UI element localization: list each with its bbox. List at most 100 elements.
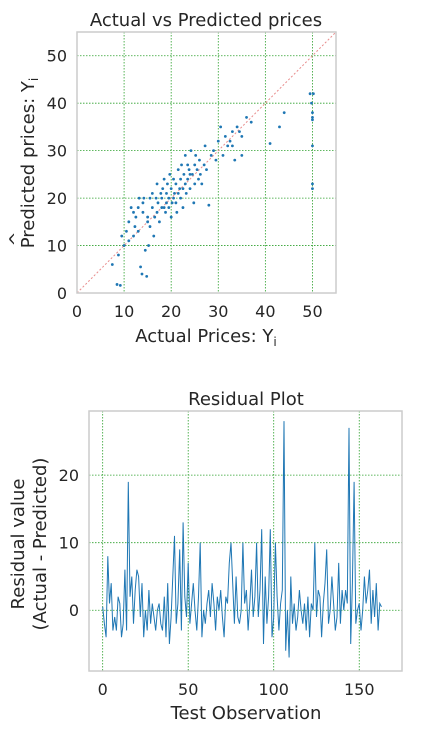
scatter-point	[153, 216, 156, 219]
scatter-point	[116, 283, 119, 286]
scatter-point	[186, 163, 189, 166]
scatter-point	[177, 168, 180, 171]
scatter-point	[186, 178, 189, 181]
scatter-point	[165, 201, 168, 204]
scatter-point	[142, 201, 145, 204]
scatter-point	[182, 173, 185, 176]
residual-chart: Residual Plot 0 50 100 150 0 10 20 Test Obser…	[8, 389, 402, 724]
scatter-point	[222, 154, 225, 157]
scatter-point	[120, 235, 123, 238]
scatter-point	[164, 211, 167, 214]
scatter-x-ticks: 0 10 20 30 40 50	[72, 302, 323, 321]
scatter-point	[146, 220, 149, 223]
scatter-x-tick-label: 50	[302, 302, 322, 321]
scatter-point	[193, 182, 196, 185]
scatter-y-tick-label: 50	[47, 47, 67, 66]
scatter-point	[283, 111, 286, 114]
scatter-point	[146, 216, 149, 219]
residual-y-label-line2: (Actual - Predicted)	[30, 458, 51, 631]
residual-y-label-line1: Residual value	[8, 479, 29, 610]
scatter-point	[168, 173, 171, 176]
scatter-point	[167, 197, 170, 200]
scatter-point	[142, 211, 145, 214]
scatter-point	[156, 211, 159, 214]
scatter-point	[311, 111, 314, 114]
residual-y-tick-label: 20	[59, 466, 79, 485]
residual-x-ticks: 0 50 100 150	[98, 680, 375, 699]
scatter-point	[250, 121, 253, 124]
scatter-point	[312, 92, 315, 95]
scatter-point	[159, 192, 162, 195]
residual-y-tick-label: 0	[69, 601, 79, 620]
scatter-point	[193, 163, 196, 166]
scatter-point	[311, 182, 314, 185]
residual-series-line	[103, 421, 382, 657]
scatter-point	[117, 254, 120, 257]
scatter-point	[240, 135, 243, 138]
scatter-point	[138, 197, 141, 200]
scatter-point	[170, 187, 173, 190]
scatter-point	[184, 182, 187, 185]
scatter-point	[142, 197, 145, 200]
scatter-x-tick-label: 0	[72, 302, 82, 321]
scatter-point	[245, 116, 248, 119]
scatter-point	[188, 168, 191, 171]
scatter-point	[212, 149, 215, 152]
scatter-x-tick-label: 20	[161, 302, 181, 321]
scatter-x-tick-label: 40	[255, 302, 275, 321]
scatter-point	[197, 178, 200, 181]
scatter-point	[215, 159, 218, 162]
scatter-y-tick-label: 30	[47, 142, 67, 161]
scatter-point	[233, 159, 236, 162]
scatter-point	[130, 206, 133, 209]
scatter-point	[224, 135, 227, 138]
scatter-point	[189, 187, 192, 190]
scatter-point	[203, 163, 206, 166]
scatter-point	[179, 178, 182, 181]
scatter-point	[132, 235, 135, 238]
scatter-point	[269, 142, 272, 145]
scatter-y-ticks: 01020304050	[47, 47, 67, 303]
scatter-point	[167, 206, 170, 209]
scatter-y-tick-label: 40	[47, 94, 67, 113]
scatter-y-tick-label: 20	[47, 189, 67, 208]
scatter-y-hat: ^	[6, 231, 27, 246]
scatter-point	[182, 206, 185, 209]
scatter-point	[174, 182, 177, 185]
scatter-point	[310, 102, 313, 105]
scatter-point	[179, 197, 182, 200]
residual-x-tick-label: 0	[98, 680, 108, 699]
scatter-point	[173, 192, 176, 195]
scatter-point	[137, 206, 140, 209]
scatter-point	[127, 239, 130, 242]
residual-x-label: Test Observation	[170, 703, 322, 724]
scatter-point	[165, 192, 168, 195]
scatter-y-tick-label: 10	[47, 237, 67, 256]
residual-x-tick-label: 50	[178, 680, 198, 699]
scatter-point	[182, 187, 185, 190]
scatter-point	[178, 187, 181, 190]
scatter-point	[278, 126, 281, 129]
scatter-point	[134, 216, 137, 219]
scatter-point	[161, 187, 164, 190]
scatter-point	[231, 130, 234, 133]
scatter-point	[163, 206, 166, 209]
scatter-point	[141, 273, 144, 276]
scatter-point	[238, 130, 241, 133]
scatter-point	[170, 216, 173, 219]
reference-line	[77, 32, 336, 293]
scatter-point	[152, 235, 155, 238]
scatter-point	[174, 201, 177, 204]
scatter-point	[184, 154, 187, 157]
scatter-point	[125, 230, 128, 233]
scatter-point	[149, 197, 152, 200]
scatter-point	[134, 225, 137, 228]
scatter-y-label: Predicted prices: Yi	[18, 78, 41, 249]
scatter-point	[177, 192, 180, 195]
scatter-point	[229, 140, 232, 143]
scatter-point	[156, 182, 159, 185]
scatter-point	[217, 140, 220, 143]
scatter-point	[172, 197, 175, 200]
scatter-chart: Actual vs Predicted prices 0 10 20 30 40 50 0…	[6, 10, 336, 349]
